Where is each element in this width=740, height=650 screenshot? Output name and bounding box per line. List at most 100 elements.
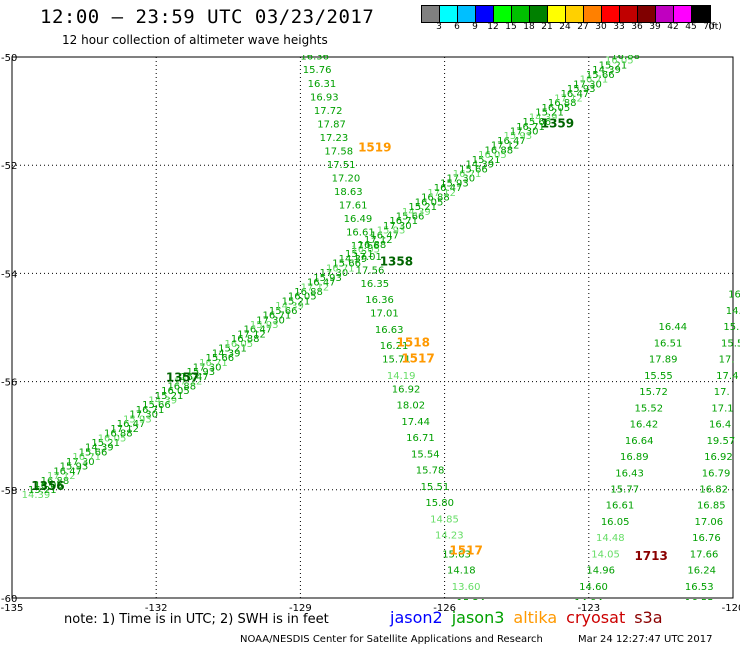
swh-value: 16.71 [453, 169, 482, 180]
lat-tick-label: -56 [1, 378, 17, 389]
swh-value: 15.71 [382, 355, 411, 366]
satellite-altika: altika [513, 608, 558, 627]
pass-time-label: 1517 [449, 544, 482, 558]
legend-label-45: 45 [685, 22, 697, 32]
swh-value: 16.05 [478, 150, 507, 161]
swh-value: 15.93 [377, 226, 406, 237]
swh-value: 15.78 [416, 466, 445, 477]
swh-value: 17.12 [427, 188, 456, 199]
swh-value: 16.36 [300, 52, 329, 63]
swh-value: 15.21 [218, 344, 247, 355]
swh-value: 16.71 [326, 263, 355, 274]
swh-value: 16.05 [601, 517, 630, 528]
legend-label-12: 12 [487, 22, 499, 32]
lon-tick-label: -126 [433, 603, 456, 614]
lat-tick-label: -58 [1, 486, 17, 497]
swh-value: 16.05 [351, 245, 380, 256]
swh-value: 14.39 [465, 160, 494, 171]
swh-value: 17.12 [301, 282, 330, 293]
swh-value: 16.92 [392, 384, 421, 395]
legend-label-21: 21 [541, 22, 553, 32]
pass-time-label: 1518 [397, 335, 430, 349]
legend-swatch-42 [656, 6, 674, 22]
map-frame [11, 56, 734, 599]
pass-time-label: 1516 [548, 644, 581, 650]
swh-value: 16.93 [310, 92, 339, 103]
swh-value: 15.93 [440, 178, 469, 189]
swh-value: 16.89 [620, 452, 649, 463]
swh-value: 16.55 [685, 598, 714, 609]
swh-value: 15.66 [586, 70, 615, 81]
swh-value: 14.85 [430, 514, 459, 525]
swh-value: 17.58 [324, 146, 353, 157]
color-legend-bar [421, 5, 711, 23]
swh-value: 17.30 [193, 362, 222, 373]
swh-value: 16.71 [199, 358, 228, 369]
swh-value: 17.12 [237, 329, 266, 340]
swh-value: 16.61 [606, 501, 635, 512]
lon-tick-label: -135 [1, 603, 24, 614]
swh-value: 15.66 [459, 164, 488, 175]
legend-swatch-15 [494, 6, 512, 22]
swh-value: 16.47 [307, 278, 336, 289]
swh-value: 17.30 [383, 221, 412, 232]
swh-value: 16.05 [98, 433, 127, 444]
swh-value: 14.48 [596, 533, 625, 544]
legend-label-24: 24 [559, 22, 571, 32]
swh-value: 16.05 [415, 197, 444, 208]
swh-value: 17.30 [129, 410, 158, 421]
swh-value: 13.60 [452, 582, 481, 593]
satellite-cryosat: cryosat [566, 608, 626, 627]
swh-value: 18.63 [334, 187, 363, 198]
swh-value: 17.30 [256, 315, 285, 326]
pass-time-label: 1713 [634, 549, 667, 563]
swh-value: 16.88 [104, 429, 133, 440]
swh-value: 16.71 [136, 405, 165, 416]
swh-value: 17.56 [356, 265, 385, 276]
swh-value: 19.57 [707, 436, 736, 447]
swh-value: 16.36 [365, 295, 394, 306]
swh-value: 16.79 [702, 468, 731, 479]
legend-label-30: 30 [595, 22, 607, 32]
lon-tick-label: -132 [145, 603, 168, 614]
swh-value: 17.44 [401, 417, 430, 428]
legend-swatch-18 [512, 6, 530, 22]
swh-value: 17.23 [320, 133, 349, 144]
swh-value: 17.87 [317, 119, 346, 130]
pass-time-label: 1357 [166, 371, 199, 385]
swh-value: 17.66 [351, 241, 380, 252]
swh-value: 15.93 [123, 414, 152, 425]
swh-value: 17.12 [364, 235, 393, 246]
swh-value: 17.30 [446, 174, 475, 185]
swh-value: 14.05 [591, 549, 620, 560]
swh-value: 17.12 [110, 424, 139, 435]
swh-value: 18.02 [397, 401, 426, 412]
swh-value: 15.66 [205, 353, 234, 364]
swh-value: 14.39 [212, 348, 241, 359]
pass-time-label: 1519 [358, 141, 391, 155]
swh-value: 16.82 [699, 485, 728, 496]
swh-value: 17.12 [554, 93, 583, 104]
track-layer: 16.36 15.76 16.31 16.93 17.72 17.87 17.23 17.58… [22, 52, 740, 650]
legend-swatch-39 [638, 6, 656, 22]
swh-value: 17.61 [339, 200, 368, 211]
swh-value: 16.88 [294, 287, 323, 298]
pass-time-label: 1356 [31, 479, 64, 493]
generated-timestamp: Mar 24 12:27:47 UTC 2017 [578, 634, 713, 645]
swh-value: 16.43 [615, 468, 644, 479]
swh-value: 15.52 [634, 403, 663, 414]
legend-swatch-36 [620, 6, 638, 22]
swh-value: 16.05 [225, 339, 254, 350]
swh-value: 14.96 [586, 566, 615, 577]
legend-swatch-45 [674, 6, 692, 22]
swh-value: 14.39 [85, 443, 114, 454]
pass-time-label: 1517 [401, 352, 434, 366]
map-subtitle: 12 hour collection of altimeter wave hei… [62, 33, 328, 47]
swh-value: 15.21 [91, 438, 120, 449]
swh-value: 16.05 [161, 386, 190, 397]
legend-swatch-27 [566, 6, 584, 22]
legend-unit: (ft) [708, 22, 722, 32]
swh-value: 14.39 [592, 65, 621, 76]
swh-value: 16.88 [358, 240, 387, 251]
swh-value: 16.47 [434, 183, 463, 194]
